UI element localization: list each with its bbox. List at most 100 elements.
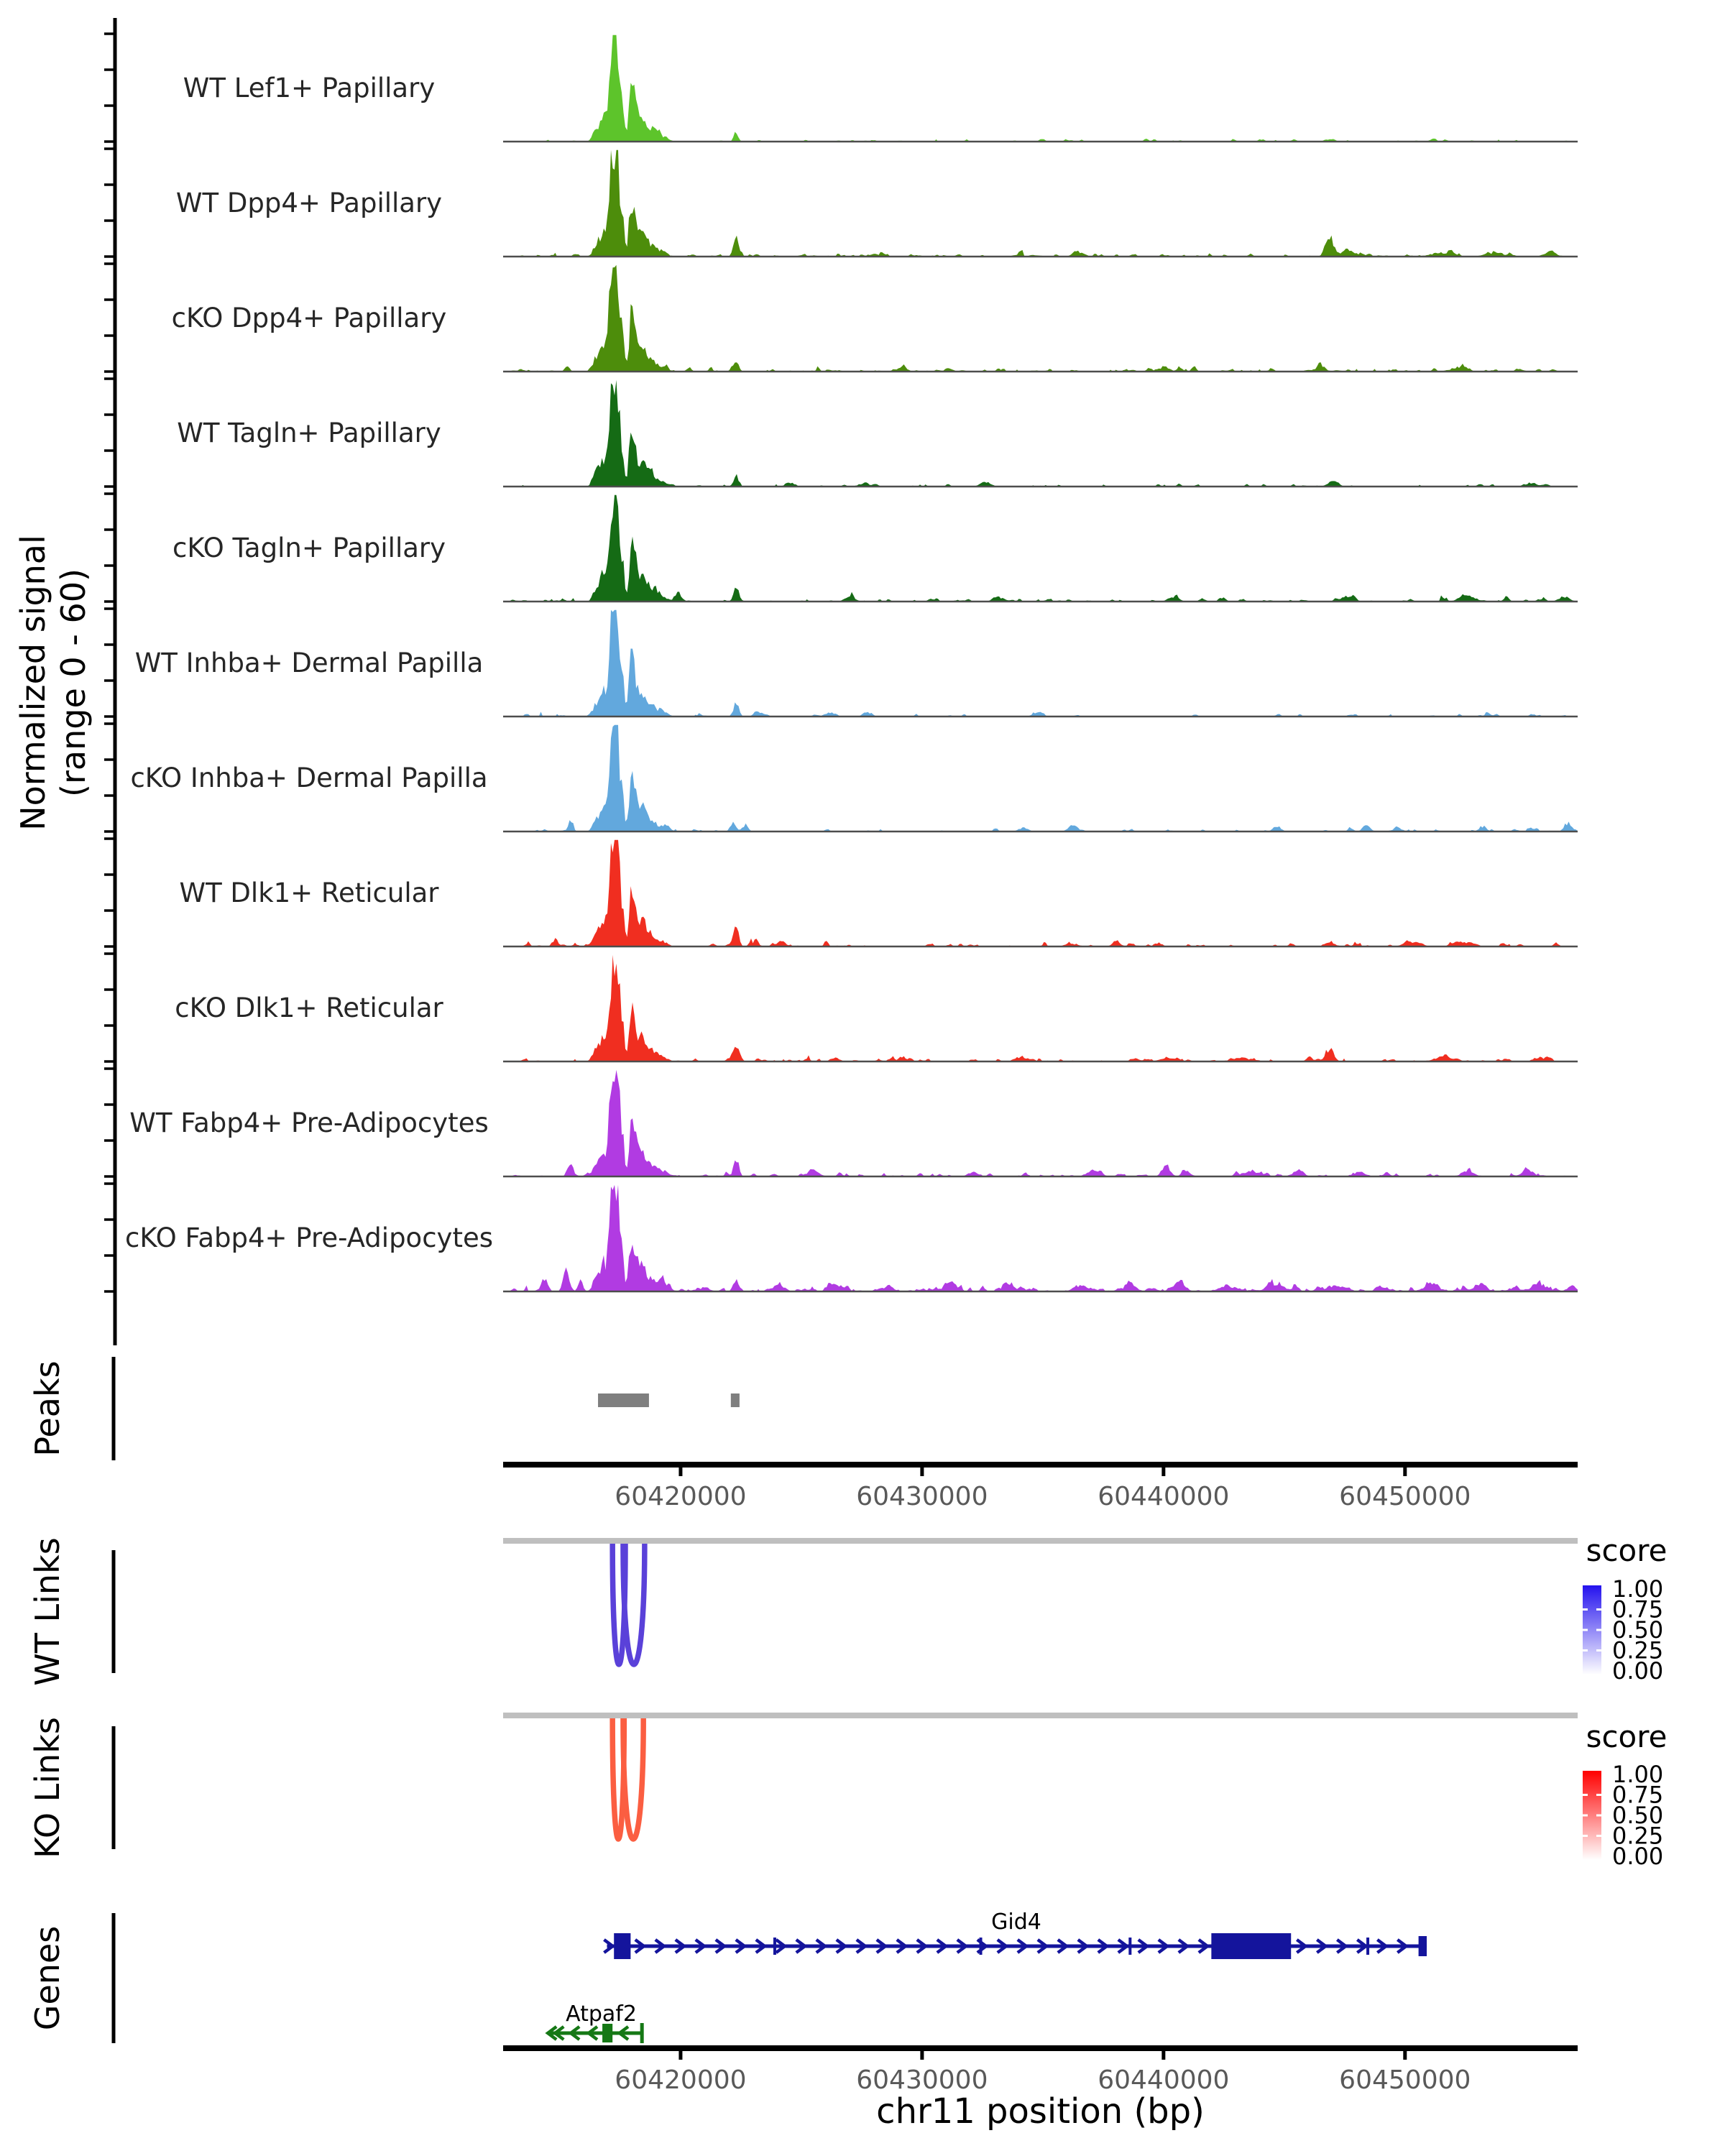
track-label: WT Fabp4+ Pre-Adipocytes	[129, 1107, 488, 1138]
strand-arrow-icon	[976, 1938, 989, 1954]
gene-gid4: Gid4	[603, 1909, 1427, 1959]
section-label-wt-links: WT Links	[28, 1537, 67, 1685]
legend-tick-label: 0.00	[1612, 1657, 1663, 1685]
signal-y-axis-label: Normalized signal (range 0 - 60)	[14, 535, 93, 831]
legend-tick-label: 0.25	[1612, 1637, 1663, 1664]
strand-arrow-icon	[1036, 1938, 1049, 1954]
strand-arrow-icon	[603, 1938, 616, 1954]
strand-arrow-icon	[545, 2025, 558, 2041]
strand-arrow-icon	[1057, 1938, 1070, 1954]
strand-arrow-icon	[634, 1938, 647, 1954]
strand-arrow-icon	[617, 2025, 630, 2041]
gene-exon	[614, 1933, 631, 1959]
legend-tick-label: 1.00	[1612, 1575, 1663, 1603]
link-arc	[620, 1718, 646, 1842]
legend-tick-label: 1.00	[1612, 1761, 1663, 1788]
x-axis-title: chr11 position (bp)	[876, 2091, 1205, 2132]
coverage-signal-area	[503, 1184, 1578, 1291]
legend-tick-label: 0.75	[1612, 1596, 1663, 1623]
strand-arrow-icon	[755, 1938, 768, 1954]
track-label: WT Dpp4+ Papillary	[176, 188, 442, 218]
coverage-signal-area	[503, 839, 1578, 946]
coverage-track: WT Lef1+ Papillary	[183, 34, 1578, 143]
peak-interval	[598, 1393, 649, 1407]
strand-arrow-icon	[1117, 1938, 1130, 1954]
strand-arrow-icon	[1137, 1938, 1150, 1954]
track-label: WT Dlk1+ Reticular	[179, 877, 439, 908]
section-label-genes: Genes	[28, 1926, 67, 2030]
strand-arrow-icon	[815, 1938, 828, 1954]
strand-arrow-icon	[956, 1938, 969, 1954]
legend-tick-label: 0.00	[1612, 1843, 1663, 1870]
genome-axis-bottom: 60420000 60430000 60440000 60450000 chr11 po…	[503, 2045, 1578, 2132]
genome-axis-tick-label: 60450000	[1339, 1482, 1471, 1511]
section-label-ko-links: KO Links	[28, 1717, 67, 1858]
signal-y-axis	[104, 18, 117, 1345]
legend-tick-label: 0.25	[1612, 1823, 1663, 1850]
gene-exon	[1418, 1936, 1427, 1956]
peak-interval	[730, 1393, 740, 1407]
gene-exon-tick	[1128, 1938, 1132, 1955]
strand-arrow-icon	[875, 1938, 888, 1954]
legend-title: score	[1586, 1533, 1668, 1568]
strand-arrow-icon	[936, 1938, 949, 1954]
gene-exon	[602, 2024, 613, 2042]
coverage-track: cKO Dlk1+ Reticular	[175, 954, 1578, 1063]
track-label: cKO Fabp4+ Pre-Adipocytes	[125, 1222, 493, 1253]
strand-arrow-icon	[714, 1938, 727, 1954]
track-label: cKO Inhba+ Dermal Papilla	[130, 763, 487, 793]
strand-arrow-icon	[1077, 1938, 1090, 1954]
coverage-tracks: WT Lef1+ Papillary WT Dpp4+ Papillary cKO …	[125, 34, 1578, 1293]
coverage-signal-area	[503, 34, 1578, 142]
track-label: cKO Dpp4+ Papillary	[172, 303, 447, 333]
coverage-signal-area	[503, 379, 1578, 487]
coverage-track: WT Tagln+ Papillary	[177, 379, 1578, 488]
genome-axis-tick-label: 60450000	[1339, 2065, 1471, 2095]
coverage-signal-area	[503, 149, 1578, 257]
strand-arrow-icon	[735, 1938, 748, 1954]
genome-axis-tick-label: 60430000	[856, 2065, 988, 2095]
strand-arrow-icon	[855, 1938, 868, 1954]
score-legend: score 1.000.750.500.250.00	[1583, 1533, 1667, 1685]
section-labels: Peaks WT Links KO Links Genes	[28, 1357, 116, 2043]
strand-arrow-icon	[1295, 1938, 1309, 1954]
strand-arrow-icon	[1356, 1938, 1369, 1954]
coverage-signal-area	[503, 264, 1578, 372]
track-label: WT Inhba+ Dermal Papilla	[135, 648, 484, 678]
coverage-signal-area	[503, 494, 1578, 602]
coverage-signal-area	[503, 954, 1578, 1061]
strand-arrow-icon	[586, 2025, 599, 2041]
links-sections	[503, 1538, 1578, 1842]
strand-arrow-icon	[916, 1938, 929, 1954]
gene-exon-tick	[979, 1938, 983, 1955]
track-label: cKO Tagln+ Papillary	[172, 533, 446, 563]
strand-arrow-icon	[1157, 1938, 1170, 1954]
gene-atpaf2: Atpaf2	[545, 2001, 644, 2043]
strand-arrow-icon	[694, 1938, 707, 1954]
strand-arrow-icon	[795, 1938, 808, 1954]
y-axis-label-line1: Normalized signal	[14, 535, 52, 831]
strand-arrow-icon	[1315, 1938, 1329, 1954]
score-legend: score 1.000.750.500.250.00	[1583, 1719, 1667, 1870]
coverage-track: WT Dlk1+ Reticular	[179, 839, 1578, 948]
score-legends: score1.000.750.500.250.00score1.000.750.…	[1583, 1533, 1667, 1870]
gene-name-label: Atpaf2	[566, 2001, 637, 2027]
links-track	[503, 1713, 1578, 1842]
genes-section: Gid4 Atpaf2	[545, 1909, 1427, 2043]
strand-arrow-icon	[1097, 1938, 1110, 1954]
legend-tick-label: 0.50	[1612, 1616, 1663, 1644]
legend-tick-label: 0.50	[1612, 1802, 1663, 1829]
strand-arrow-icon	[568, 2025, 581, 2041]
genome-axis-tick-label: 60440000	[1098, 2065, 1229, 2095]
links-track	[503, 1538, 1578, 1667]
strand-arrow-icon	[1335, 1938, 1349, 1954]
strand-arrow-icon	[1376, 1938, 1389, 1954]
legend-tick-label: 0.75	[1612, 1782, 1663, 1809]
y-axis-label-line2: (range 0 - 60)	[54, 568, 93, 797]
strand-arrow-icon	[1177, 1938, 1190, 1954]
strand-arrow-icon	[1396, 1938, 1409, 1954]
genome-axis-tick-label: 60420000	[615, 2065, 746, 2095]
strand-arrow-icon	[1016, 1938, 1029, 1954]
